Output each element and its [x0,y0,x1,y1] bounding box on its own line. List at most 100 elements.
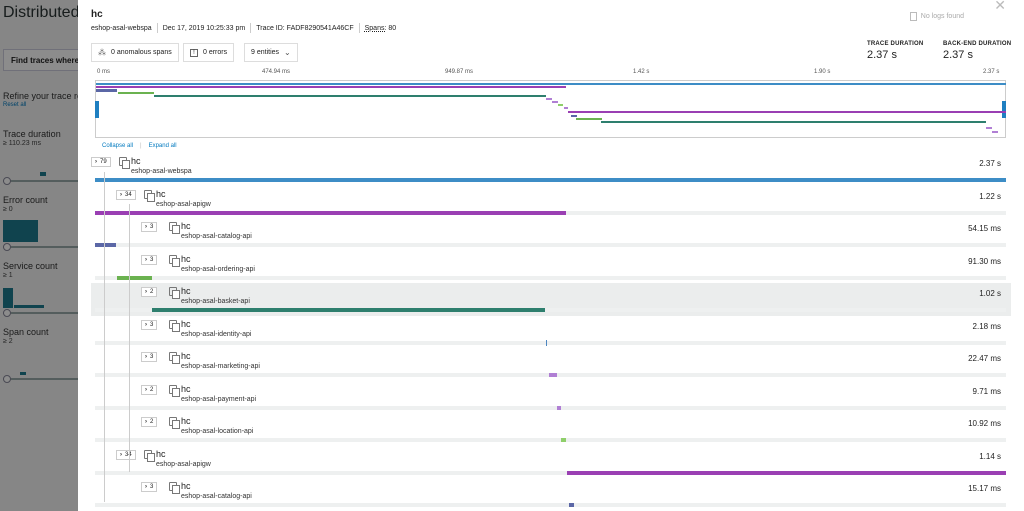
timeline-minimap[interactable] [95,80,1006,138]
span-duration-bar[interactable] [556,405,561,410]
expand-toggle[interactable]: › 3 [141,352,158,362]
minimap-span [568,111,1006,113]
anomalous-spans-filter[interactable]: ⁂ 0 anomalous spans [91,43,179,62]
expand-toggle[interactable]: › 3 [141,222,158,232]
spans-slider[interactable] [3,378,93,380]
axis-tick-label: 1.90 s [814,69,831,75]
histogram-bar [20,372,26,375]
span-row[interactable]: › 34 hc eshop-asal-apigw 1.22 s [91,186,1011,219]
span-track [95,243,1006,247]
expand-toggle[interactable]: ›34 [116,449,136,460]
trace-date: Dec 17, 2019 10:25:33 pm [162,24,246,32]
backend-duration-stat: BACK-END DURATION 2.37 s [943,41,1011,61]
expand-toggle[interactable]: › 3 [141,254,158,265]
refine-label: Refine your trace re [3,91,83,101]
span-row[interactable]: › 3 hc eshop-asal-catalog-api 15.17 ms [91,478,1011,511]
filter-value-services: ≥ 1 [3,272,13,279]
chevron-right-icon: › [145,321,147,328]
expand-toggle[interactable]: › 3 [141,319,158,330]
span-duration: 2.37 s [979,159,1001,168]
slider-handle[interactable] [3,309,11,317]
minimap-span [96,86,566,88]
minimap-span [118,92,154,94]
span-track [95,340,1006,345]
minimap-right-handle[interactable] [1002,101,1006,118]
span-duration-bar[interactable] [152,308,546,312]
expand-all-link[interactable]: Expand all [148,143,177,149]
expand-toggle[interactable]: › 79 [91,157,111,167]
child-count: 34 [125,191,132,198]
span-row[interactable]: › 3 hc eshop-asal-marketing-api 22.47 ms [91,348,1011,381]
child-count: 3 [150,321,154,328]
services-slider[interactable] [3,312,93,314]
span-name: hc [181,416,191,426]
span-copy-icon [169,287,180,299]
entities-dropdown[interactable]: 9 entities ⌄ [244,43,298,62]
span-row[interactable]: › 2 hc eshop-asal-payment-api 9.71 ms [91,381,1011,414]
span-duration-bar[interactable] [116,275,153,280]
minimap-span [986,127,992,129]
chevron-right-icon: › [120,451,122,458]
tree-connector [104,172,105,502]
child-count: 34 [125,452,132,458]
chevron-right-icon: › [95,159,97,165]
trace-detail-panel: ✕ hc eshop-asal-webspa Dec 17, 2019 10:2… [78,0,1024,511]
span-service: eshop-asal-catalog-api [181,493,252,500]
span-service: eshop-asal-location-api [181,428,254,435]
expand-toggle[interactable]: › 2 [141,384,158,395]
minimap-span [96,89,117,92]
errors-filter[interactable]: ! 0 errors [183,43,235,62]
span-row[interactable]: › 79 hc eshop-asal-webspa 2.37 s [91,153,1011,186]
collapse-all-link[interactable]: Collapse all [102,143,134,149]
span-copy-icon [169,384,180,397]
span-duration: 15.17 ms [968,484,1001,493]
span-copy-icon [169,417,180,429]
histogram-bar [40,172,46,176]
entities-label: 9 entities [251,49,280,56]
expand-toggle[interactable]: › 2 [141,417,158,427]
slider-handle[interactable] [3,243,11,251]
span-row[interactable]: › 2 hc eshop-asal-location-api 10.92 ms [91,413,1011,446]
span-row[interactable]: › 3 hc eshop-asal-catalog-api 54.15 ms [91,218,1011,251]
slider-handle[interactable] [3,375,11,383]
expand-toggle[interactable]: › 3 [141,482,158,492]
expand-toggle[interactable]: ›34 [116,189,136,200]
minimap-span [576,118,602,120]
span-duration-bar[interactable] [548,373,558,377]
errors-label: 0 errors [203,49,228,56]
minimap-span [992,131,998,133]
span-list: › 79 hc eshop-asal-webspa 2.37 s › 34 hc eshop-a… [78,152,1024,511]
slider-handle[interactable] [3,177,11,185]
child-count: 2 [150,419,154,425]
span-duration-bar[interactable] [95,243,116,247]
span-name: hc [156,448,166,459]
span-name: hc [181,318,191,329]
span-duration-bar[interactable] [95,178,1006,182]
span-duration-bar[interactable] [95,210,566,215]
minimap-left-handle[interactable] [95,101,99,118]
filter-label-services: Service count [3,261,58,271]
errors-slider[interactable] [3,246,93,248]
span-row[interactable]: › 3 hc eshop-asal-ordering-api 91.30 ms [91,251,1011,284]
span-duration-bar[interactable] [545,339,548,346]
axis-tick-label: 1.42 s [633,69,650,75]
chevron-right-icon: › [145,484,147,490]
child-count: 3 [150,224,154,230]
minimap-span [564,107,568,109]
span-duration-bar[interactable] [568,503,575,507]
trace-title: hc [91,9,103,20]
divider [156,23,158,33]
span-duration-bar[interactable] [566,470,1006,475]
reset-all-link[interactable]: Reset all [3,102,27,108]
duration-slider[interactable] [3,180,93,182]
chevron-right-icon: › [120,191,122,198]
trace-meta: eshop-asal-webspa Dec 17, 2019 10:25:33 … [91,23,396,33]
span-row[interactable]: › 2 hc eshop-asal-basket-api 1.02 s [91,283,1011,316]
span-row[interactable]: › 3 hc eshop-asal-identity-api 2.18 ms [91,316,1011,349]
span-name: hc [181,221,191,231]
timeline-axis: 0 ms 474.94 ms 949.87 ms 1.42 s 1.90 s 2… [95,69,1006,81]
expand-toggle[interactable]: › 2 [141,287,158,297]
close-icon[interactable]: ✕ [994,0,1006,13]
span-duration-bar[interactable] [561,438,566,442]
